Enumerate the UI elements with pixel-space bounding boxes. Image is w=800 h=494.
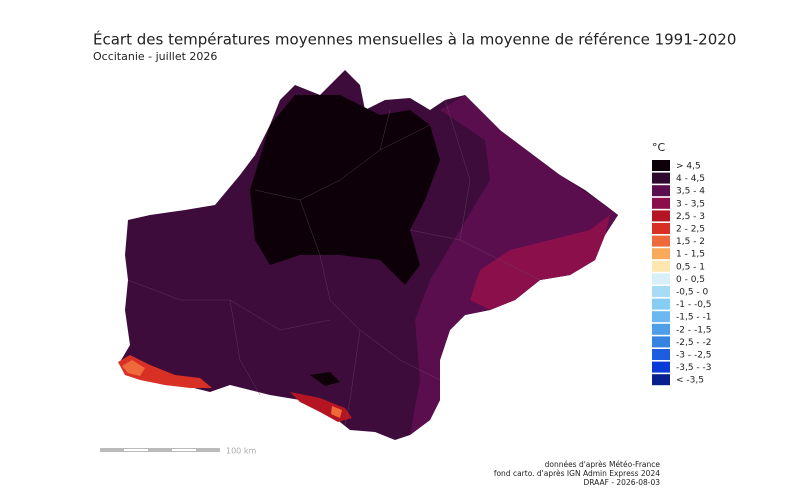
scale-label: 100 km xyxy=(226,447,256,456)
legend-label: 4 - 4,5 xyxy=(676,174,705,184)
legend-label: -3,5 - -3 xyxy=(676,363,712,373)
border xyxy=(344,329,361,426)
zone-pyrenees-black xyxy=(310,372,340,386)
legend-swatch xyxy=(652,185,670,197)
credit-line: données d'après Météo-France xyxy=(545,460,661,469)
credit-line: DRAAF - 2026-08-03 xyxy=(583,478,660,487)
department-borders xyxy=(127,99,541,426)
border xyxy=(229,299,261,396)
legend-label: 1,5 - 2 xyxy=(676,237,705,247)
legend-label: -2,5 - -2 xyxy=(676,338,712,348)
legend: > 4,5 4 - 4,5 3,5 - 4 3 - 3,5 2,5 - 3 2 - 2,5… xyxy=(652,160,712,386)
border xyxy=(379,109,391,151)
legend-swatch xyxy=(652,172,670,184)
legend-label: 2 - 2,5 xyxy=(676,225,705,235)
legend-swatch xyxy=(652,260,670,272)
map-title: Écart des températures moyennes mensuell… xyxy=(93,30,736,49)
zone-pyrenees-west-hot xyxy=(122,360,145,376)
legend-label: -3 - -2,5 xyxy=(676,351,712,361)
legend-swatch xyxy=(652,323,670,335)
border xyxy=(444,99,471,241)
legend-label: 0 - 0,5 xyxy=(676,275,705,285)
map xyxy=(118,70,618,440)
legend-swatch xyxy=(652,286,670,297)
scale-bar-bar xyxy=(100,448,220,452)
legend-swatch xyxy=(652,298,670,310)
legend-swatch xyxy=(652,349,670,360)
legend-label: 1 - 1,5 xyxy=(676,250,705,260)
border xyxy=(409,229,541,281)
legend-swatch xyxy=(652,223,670,234)
legend-label: 3,5 - 4 xyxy=(676,187,705,197)
legend-label: -2 - -1,5 xyxy=(676,325,712,335)
legend-swatch xyxy=(652,210,670,222)
zone-black xyxy=(250,95,440,285)
scale-bar-gap xyxy=(124,449,148,451)
legend-swatch xyxy=(652,197,670,209)
scale-bar: 100 km xyxy=(100,447,256,456)
legend-label: 0,5 - 1 xyxy=(676,262,705,272)
map-subtitle: Occitanie - juillet 2026 xyxy=(93,50,217,63)
legend-label: -0,5 - 0 xyxy=(676,288,709,298)
legend-title: °C xyxy=(652,141,666,154)
legend-swatch xyxy=(652,235,670,247)
legend-swatch xyxy=(652,374,670,386)
legend-swatch xyxy=(652,336,670,348)
legend-label: 2,5 - 3 xyxy=(676,212,705,222)
legend-swatch xyxy=(652,248,670,260)
legend-label: -1 - -0,5 xyxy=(676,300,712,310)
border xyxy=(254,124,431,201)
zone-pyrenees-west xyxy=(118,355,212,388)
legend-label: < -3,5 xyxy=(676,376,704,386)
legend-swatch xyxy=(652,273,670,285)
legend-label: > 4,5 xyxy=(676,162,701,172)
legend-swatch xyxy=(652,160,670,171)
zone-coast xyxy=(470,215,610,310)
scale-bar-gap xyxy=(172,449,196,451)
legend-swatch xyxy=(652,361,670,373)
legend-swatch xyxy=(652,311,670,323)
zone-pyrenees-hot xyxy=(331,406,342,418)
legend-label: 3 - 3,5 xyxy=(676,199,705,209)
legend-label: -1,5 - -1 xyxy=(676,313,712,323)
border xyxy=(299,199,441,381)
credit-line: fond carto. d'après IGN Admin Express 20… xyxy=(494,469,660,478)
